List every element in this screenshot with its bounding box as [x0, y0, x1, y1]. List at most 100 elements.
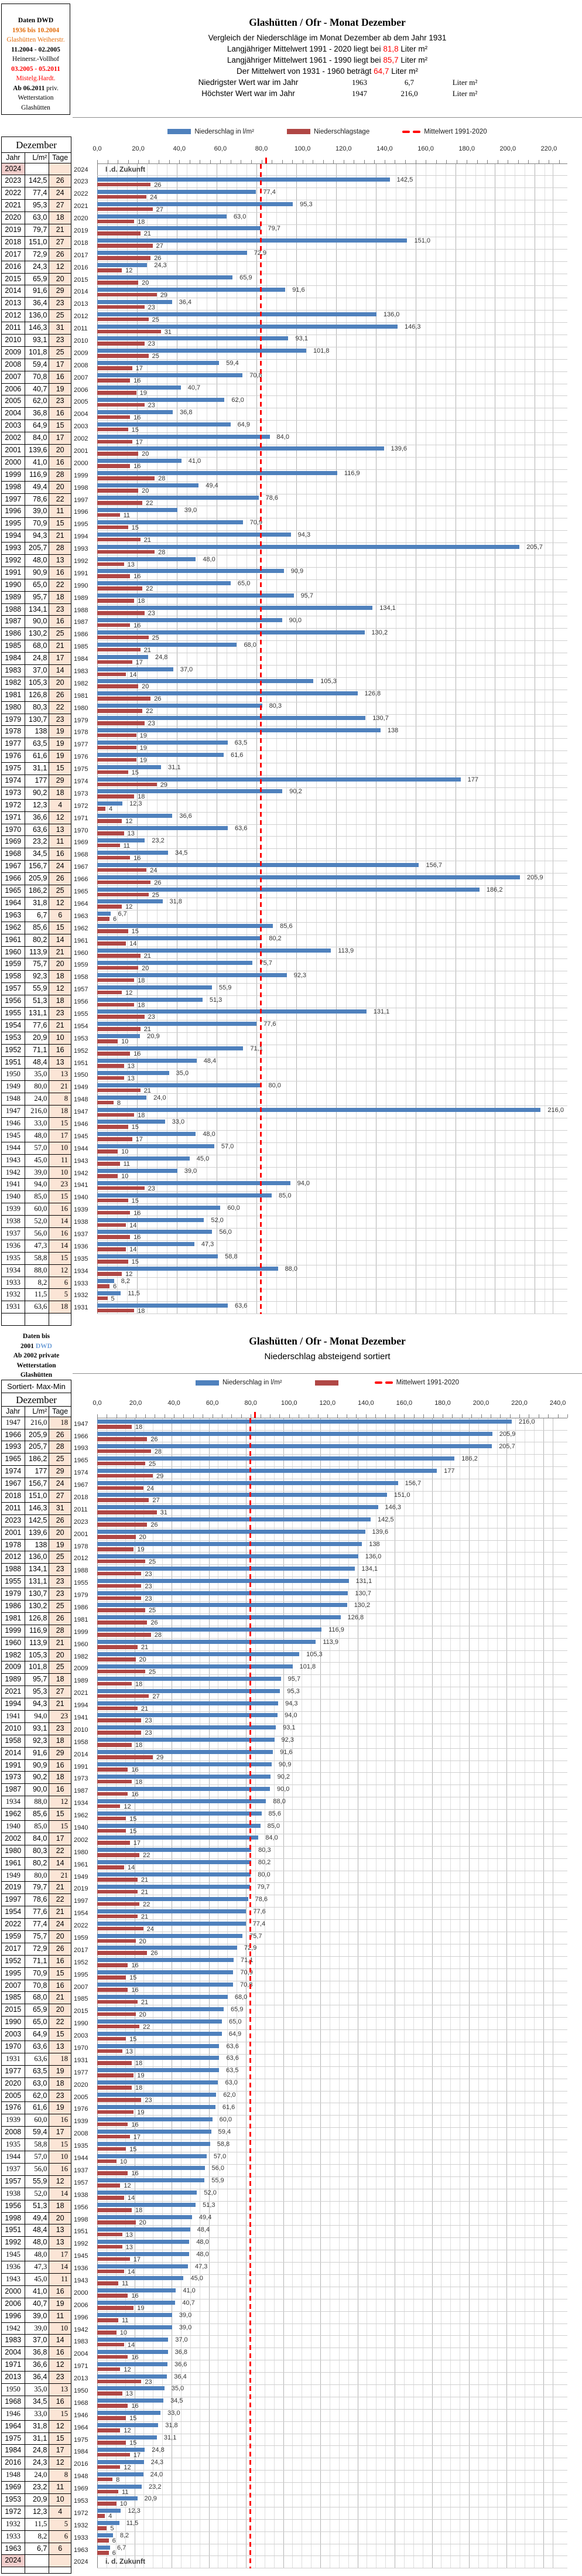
chart-row: 2006 40,7 19 — [73, 384, 567, 397]
table-cell-jahr: 2022 — [2, 187, 25, 200]
niederschlagstage-bar-label: 27 — [156, 243, 163, 250]
table-cell-tage: 16 — [49, 567, 71, 579]
chart-row-plot: 36,4 23 — [97, 298, 567, 311]
chart-row: 2009 101,8 25 — [73, 347, 567, 360]
chart-row: 1940 85,0 15 — [73, 1822, 567, 1835]
table-cell-jahr: 1959 — [2, 1931, 25, 1943]
niederschlag-bar — [97, 2166, 205, 2171]
axis-tick-label: 180,0 — [458, 145, 475, 152]
table-cell-tage: 17 — [49, 432, 71, 445]
table-cell-tage: 14 — [49, 934, 71, 947]
niederschlag-bar — [97, 2386, 165, 2391]
chart-year-label: 1963 — [74, 2546, 88, 2554]
chart-year-label: 1994 — [74, 533, 88, 541]
table-row: 2006 40,7 19 — [2, 2298, 71, 2311]
chart-row: 1946 33,0 15 — [73, 1118, 567, 1131]
chart-year-label: 1989 — [74, 1677, 88, 1685]
station-info-text: Wetterstation — [16, 1362, 56, 1369]
niederschlagstage-bar — [97, 1718, 142, 1722]
table-cell-lm2: 63,0 — [25, 212, 50, 224]
table-cell-tage: 22 — [49, 701, 71, 714]
table-cell-jahr: 1991 — [2, 1759, 25, 1772]
niederschlag-bar-label: 72,9 — [244, 1944, 257, 1952]
table-row: 1955 131,1 23 — [2, 1576, 71, 1589]
table-cell-jahr: 1931 — [2, 2053, 25, 2066]
table-cell-tage: 15 — [49, 2139, 71, 2152]
chart-year-label: 1957 — [74, 2179, 88, 2186]
chart-year-label: 1986 — [74, 631, 88, 639]
table-cell-tage: 16 — [49, 616, 71, 629]
niederschlag-bar-label: 80,3 — [258, 1847, 271, 1854]
niederschlagstage-bar — [97, 1681, 132, 1686]
niederschlagstage-bar-label: 23 — [148, 610, 155, 617]
niederschlagstage-bar-label: 25 — [148, 1668, 156, 1676]
chart-row: 1976 61,6 19 — [73, 751, 567, 764]
niederschlagstage-bar — [97, 2355, 128, 2359]
table-row: 1989 95,7 18 — [2, 591, 71, 604]
niederschlag-bar — [97, 2496, 138, 2501]
table-cell-lm2: 62,0 — [25, 395, 50, 408]
chart-row: 1980 80,3 22 — [73, 702, 567, 715]
table-cell-jahr: 2010 — [2, 334, 25, 347]
table-cell-jahr: 1939 — [2, 2114, 25, 2127]
table-cell-lm2: 39,0 — [25, 1166, 50, 1179]
table-row: 1939 60,0 16 — [2, 1203, 71, 1216]
niederschlag-bar-label: 6,7 — [118, 910, 127, 918]
table-cell-lm2: 113,9 — [25, 946, 50, 959]
niederschlagstage-bar — [97, 562, 124, 566]
table-row: 1949 80,0 21 — [2, 1869, 71, 1882]
niederschlag-bar-label: 138 — [387, 726, 399, 734]
table-row: 2012 136,0 25 — [2, 1551, 71, 1564]
niederschlag-bar — [97, 2288, 176, 2293]
chart-row: 1935 58,8 15 — [73, 2140, 567, 2153]
niederschlagstage-bar — [97, 1523, 148, 1527]
chart-row-plot: 6,7 6 — [97, 2544, 567, 2557]
table-cell-lm2: 63,6 — [25, 2053, 50, 2066]
table-cell-jahr: 1974 — [2, 775, 25, 787]
chart-row-plot: 65,0 22 — [97, 2018, 567, 2031]
table-cell-lm2: 139,6 — [25, 444, 50, 457]
niederschlag-bar-label: 33,0 — [167, 2410, 180, 2417]
chart-row: 1959 75,7 20 — [73, 1932, 567, 1945]
table-cell-tage: 16 — [49, 2114, 71, 2127]
station-info-line: Daten bis — [0, 1332, 73, 1342]
chart-row: 2007 70,8 16 — [73, 1981, 567, 1994]
station-info-line: Wetterstation — [0, 1361, 73, 1371]
table-cell-tage: 13 — [49, 555, 71, 567]
niederschlag-bar-label: 60,0 — [219, 2116, 232, 2123]
table-row: 1938 52,0 14 — [2, 1216, 71, 1228]
niederschlag-bar-label: 36,4 — [179, 298, 192, 306]
table-cell-jahr: 1970 — [2, 824, 25, 837]
table-cell-lm2: 62,0 — [25, 2090, 50, 2103]
niederschlag-bar — [97, 385, 181, 390]
niederschlagstage-bar-label: 6 — [112, 2537, 116, 2545]
table-row: 2020 63,0 18 — [2, 2077, 71, 2090]
niederschlagstage-bar — [97, 342, 145, 346]
table-cell-jahr: 1998 — [2, 481, 25, 494]
niederschlag-bar-label: 92,3 — [281, 1736, 294, 1744]
chart-row: 1958 92,3 18 — [73, 971, 567, 984]
niederschlagstage-bar — [97, 2244, 122, 2249]
table-row: 2011 146,3 31 — [2, 1502, 71, 1515]
chart-row-plot: 80,3 22 — [97, 702, 567, 715]
niederschlag-bar-label: 70,9 — [240, 1969, 253, 1977]
chart-row-plot: 77,4 24 — [97, 188, 567, 201]
chart-row: 1938 52,0 14 — [73, 1216, 567, 1229]
niederschlagstage-bar-label: 28 — [154, 1448, 162, 1455]
chart-year-label: 1993 — [74, 1445, 88, 1452]
table-cell-jahr: 1992 — [2, 2237, 25, 2250]
niederschlag-bar — [97, 1774, 271, 1779]
data-table-top: Dezember Jahr L/m² Tage 2024 2023 142,5 26 2… — [1, 137, 71, 1326]
table-cell-jahr: 1972 — [2, 799, 25, 812]
chart-year-label: 2011 — [74, 1506, 88, 1513]
niederschlagstage-bar — [97, 855, 131, 860]
chart-row-plot: 48,0 13 — [97, 555, 567, 568]
table-row: 1989 95,7 18 — [2, 1674, 71, 1687]
niederschlag-bar — [97, 1640, 316, 1644]
table-row: 2015 65,9 20 — [2, 273, 71, 286]
niederschlag-bar-label: 39,0 — [179, 2312, 192, 2319]
table-cell-jahr: 2002 — [2, 432, 25, 445]
table-cell-lm2: 77,4 — [25, 1919, 50, 1932]
niederschlag-bar-label: 94,0 — [285, 1712, 297, 1719]
table-row: 1936 47,3 14 — [2, 2261, 71, 2274]
